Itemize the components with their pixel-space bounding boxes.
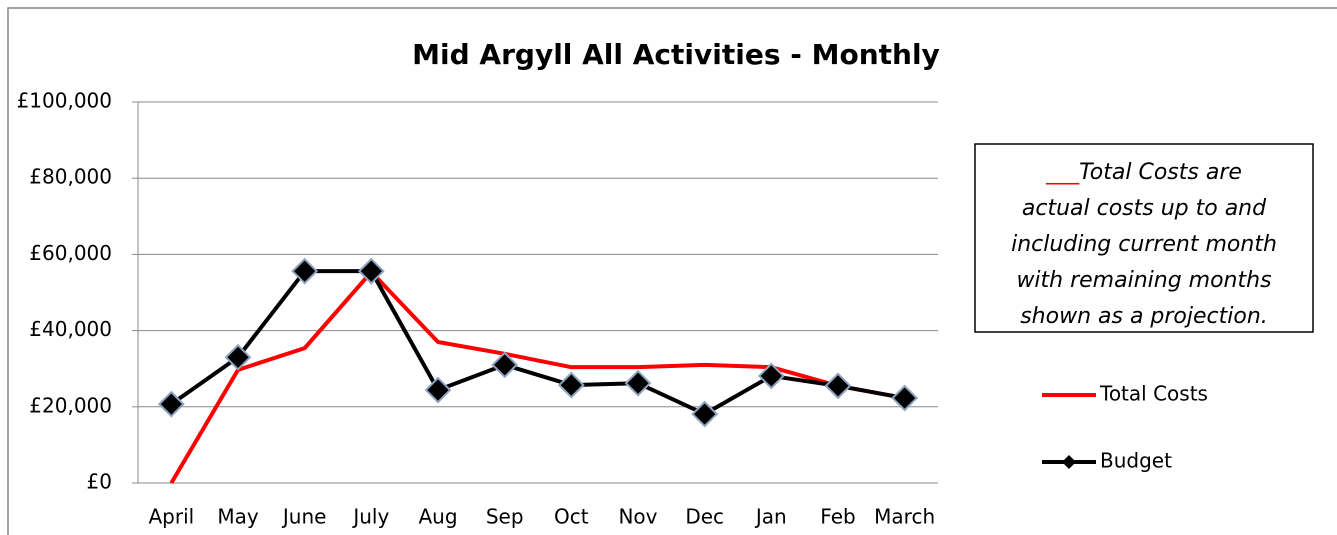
x-tick-label: Sep: [486, 505, 524, 529]
data-marker: [824, 372, 852, 400]
legend-marker: [1062, 455, 1076, 469]
data-marker: [357, 257, 385, 285]
x-tick-label: July: [351, 505, 389, 529]
annotation-line: including current month: [1011, 232, 1277, 257]
x-tick-label: March: [874, 505, 935, 529]
x-tick-label: June: [281, 505, 327, 529]
data-marker: [291, 257, 319, 285]
series-line: [169, 269, 906, 485]
annotation-line: ___Total Costs are: [1045, 160, 1242, 185]
annotation-text: shown as a projection.: [1020, 304, 1268, 329]
y-tick-label: £20,000: [29, 393, 112, 417]
y-tick-label: £40,000: [29, 317, 112, 341]
annotation-text: including current month: [1011, 232, 1277, 257]
x-tick-label: April: [148, 505, 194, 529]
data-marker: [424, 376, 452, 404]
x-tick-label: Dec: [685, 505, 724, 529]
data-marker: [691, 400, 719, 428]
annotation-text: Total Costs are: [1079, 160, 1242, 185]
data-marker: [157, 390, 185, 418]
data-marker: [624, 369, 652, 397]
chart-frame: [7, 7, 1337, 535]
legend-label: Total Costs: [1099, 382, 1208, 406]
data-marker: [757, 362, 785, 390]
x-tick-label: Aug: [418, 505, 457, 529]
data-marker: [891, 384, 919, 412]
annotation-box: [974, 143, 1314, 333]
legend-label: Budget: [1100, 449, 1172, 473]
x-tick-label: Jan: [754, 505, 787, 529]
annotation-text: actual costs up to and: [1022, 196, 1267, 221]
x-tick-label: Feb: [820, 505, 855, 529]
annotation-marker: ___: [1045, 160, 1080, 185]
y-tick-label: £80,000: [29, 165, 112, 189]
series-line: [170, 269, 906, 417]
data-marker: [557, 371, 585, 399]
y-tick-label: £0: [87, 470, 112, 494]
annotation-line: shown as a projection.: [1020, 304, 1268, 329]
x-tick-label: Oct: [554, 505, 589, 529]
data-marker: [224, 343, 252, 371]
x-tick-label: Nov: [618, 505, 657, 529]
y-tick-label: £60,000: [29, 241, 112, 265]
annotation-text: with remaining months: [1016, 268, 1271, 293]
y-tick-label: £100,000: [17, 89, 112, 113]
data-marker: [491, 351, 519, 379]
chart-title: Mid Argyll All Activities - Monthly: [412, 38, 940, 71]
x-tick-label: May: [217, 505, 259, 529]
annotation-line: actual costs up to and: [1022, 196, 1267, 221]
annotation-line: with remaining months: [1016, 268, 1271, 293]
